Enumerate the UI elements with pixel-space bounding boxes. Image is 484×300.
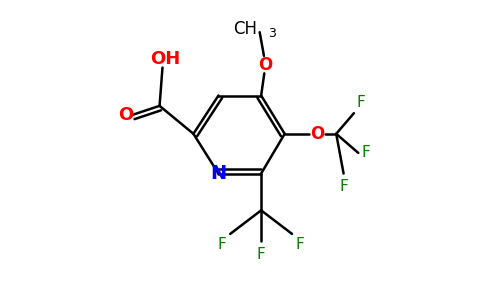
Text: 3: 3: [269, 27, 276, 40]
Text: F: F: [257, 247, 266, 262]
Text: CH: CH: [233, 20, 257, 38]
Text: O: O: [118, 106, 133, 124]
Text: N: N: [211, 164, 227, 183]
Text: F: F: [218, 237, 227, 252]
Text: OH: OH: [151, 50, 181, 68]
Text: O: O: [310, 125, 324, 143]
Text: F: F: [362, 146, 371, 160]
Text: F: F: [339, 179, 348, 194]
Text: F: F: [357, 95, 365, 110]
Text: O: O: [258, 56, 272, 74]
Text: F: F: [296, 237, 304, 252]
